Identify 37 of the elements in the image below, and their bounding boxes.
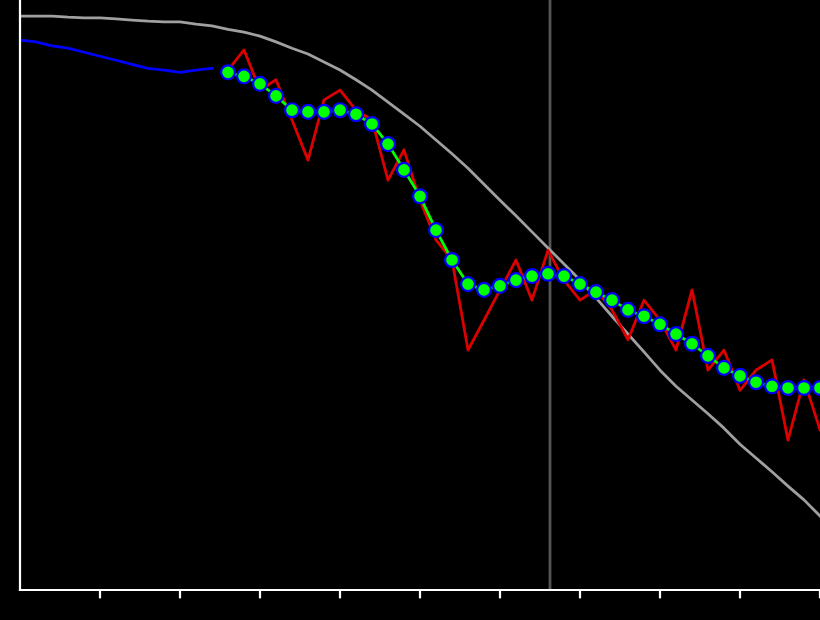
point	[763, 378, 781, 395]
point	[635, 308, 653, 325]
point	[699, 347, 717, 364]
point	[619, 301, 637, 318]
point	[779, 379, 797, 397]
point	[795, 379, 813, 397]
point	[491, 277, 509, 294]
point	[667, 325, 685, 343]
point	[571, 276, 589, 293]
point	[539, 265, 557, 282]
point	[219, 64, 237, 81]
point	[251, 75, 269, 92]
point	[731, 367, 749, 384]
point	[555, 268, 573, 285]
point	[651, 316, 669, 333]
point	[459, 276, 477, 293]
point	[747, 374, 765, 391]
point	[283, 102, 301, 119]
point	[363, 115, 381, 133]
point	[523, 268, 541, 285]
point	[587, 284, 605, 301]
point	[427, 222, 445, 239]
point	[315, 103, 333, 120]
point	[379, 136, 397, 153]
point	[299, 103, 317, 120]
point	[267, 87, 285, 104]
point	[475, 281, 493, 298]
point	[683, 335, 701, 352]
point	[235, 68, 253, 85]
point	[347, 106, 365, 123]
point	[507, 272, 525, 289]
point	[443, 251, 461, 269]
point	[411, 188, 429, 205]
point	[715, 359, 733, 376]
point	[331, 102, 349, 119]
point	[603, 292, 621, 309]
point	[395, 161, 413, 178]
